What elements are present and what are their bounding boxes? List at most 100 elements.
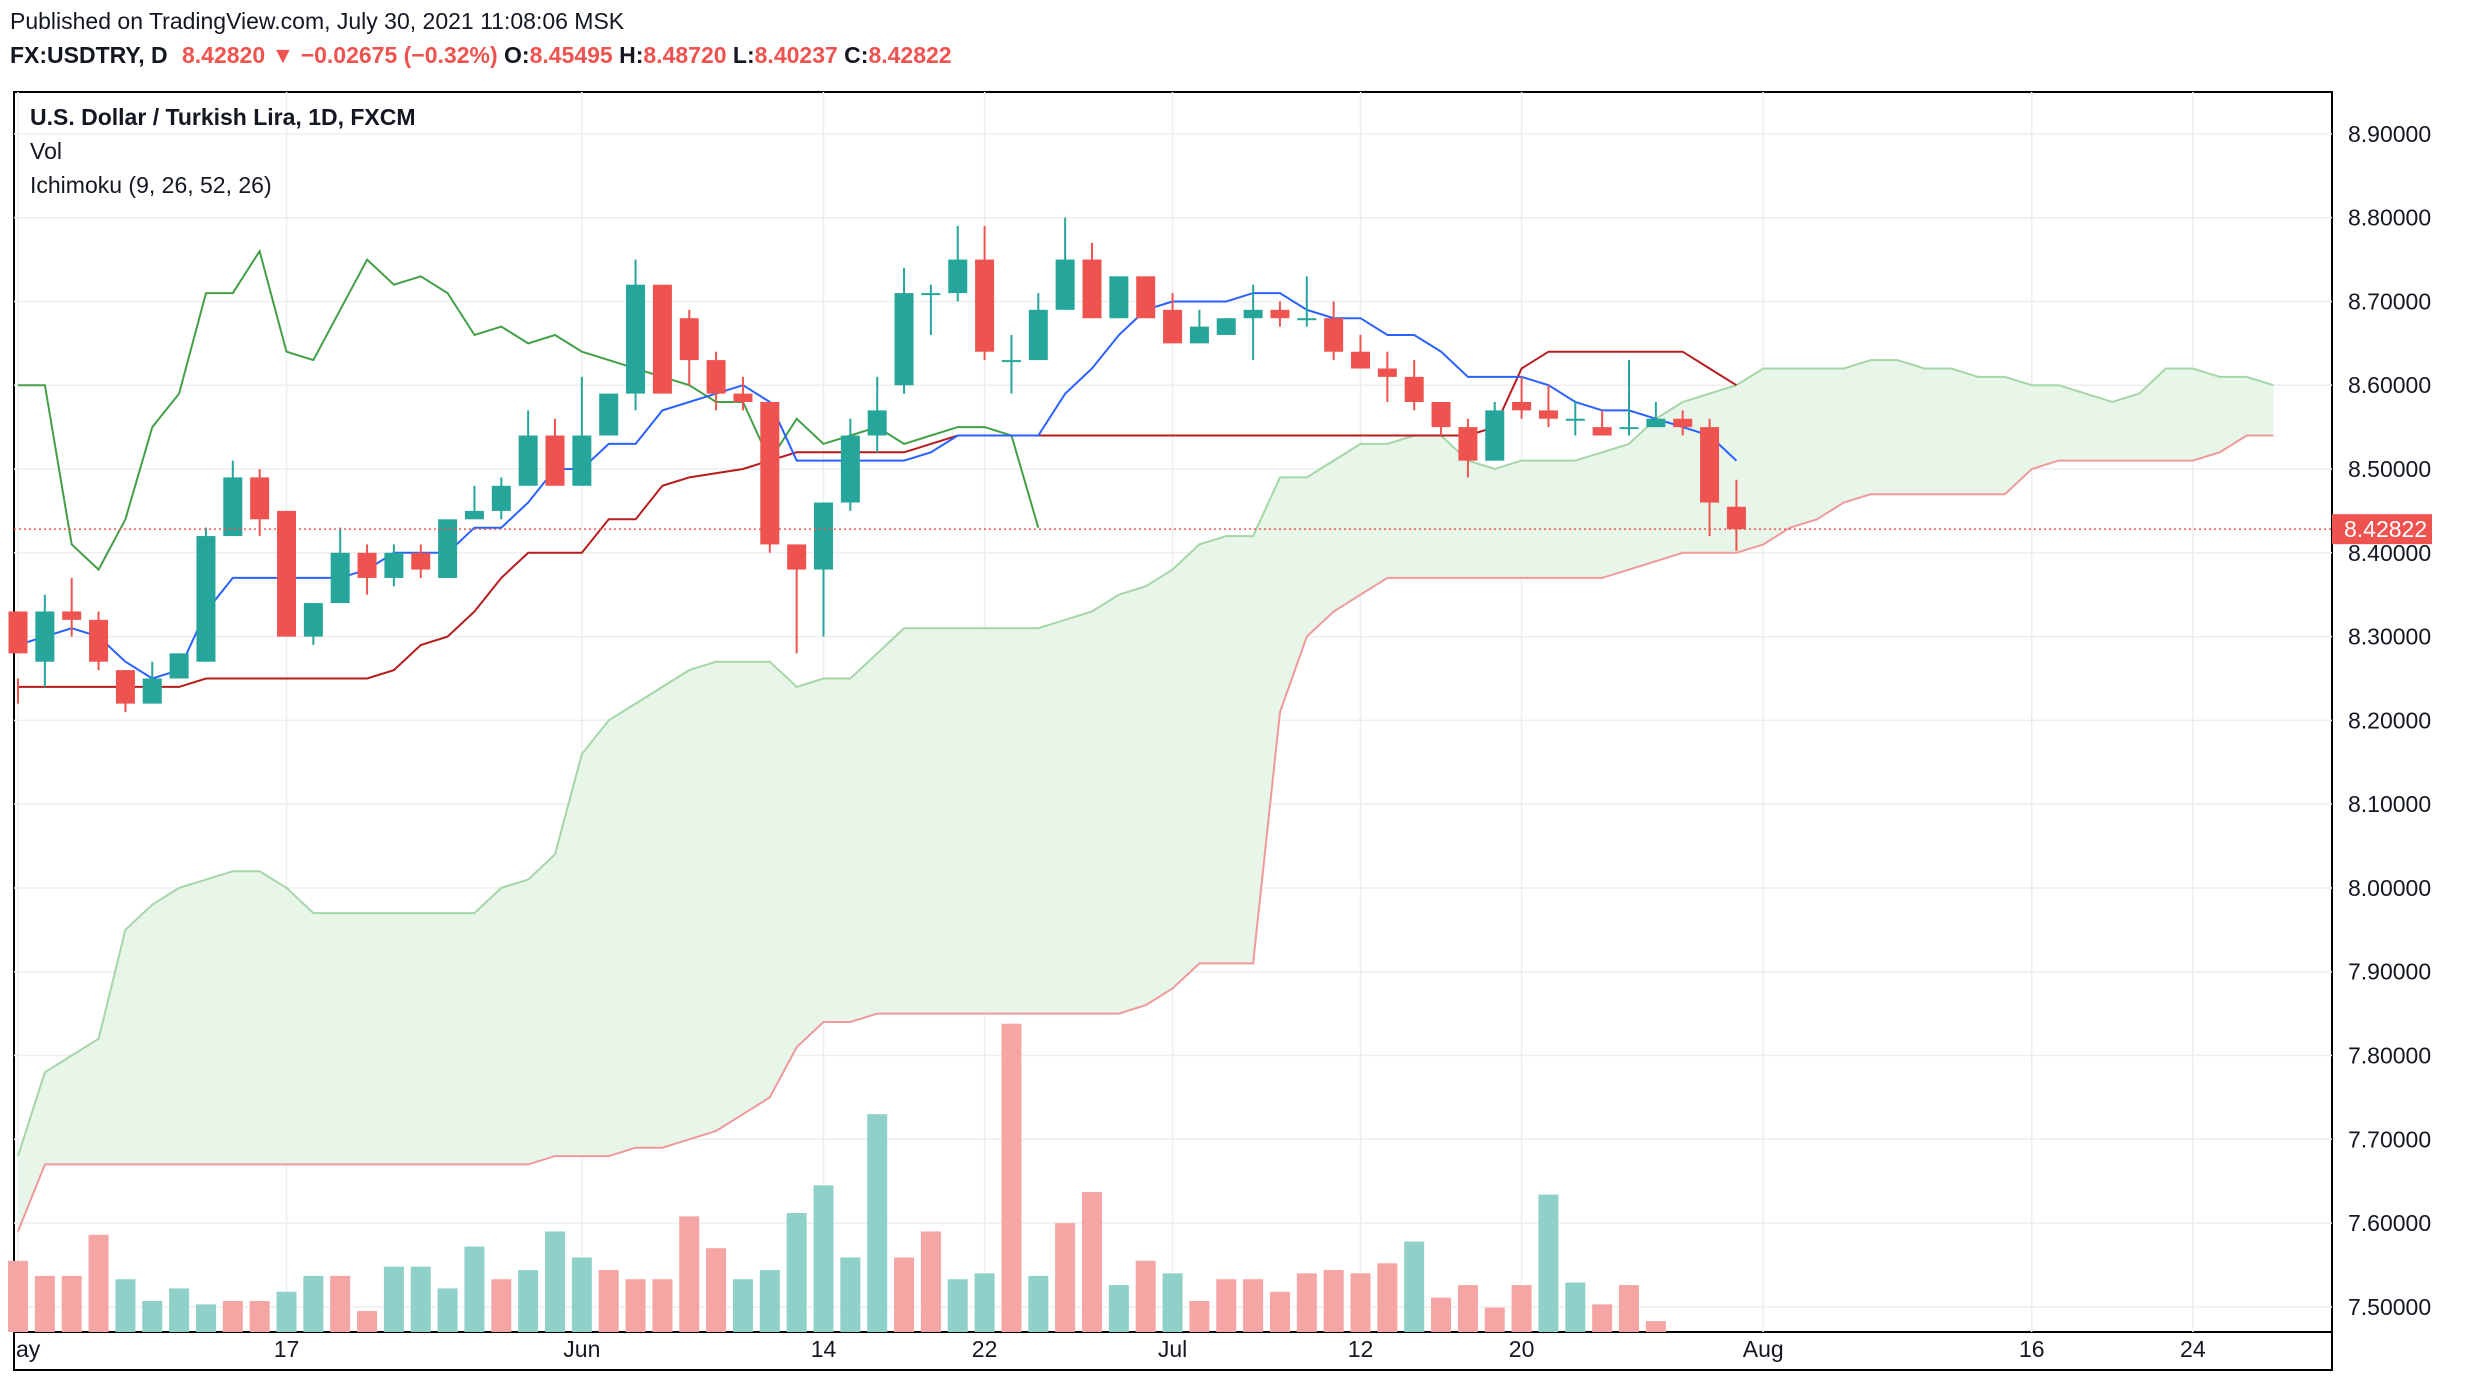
- volume-bar: [1001, 1023, 1022, 1332]
- candle: [250, 469, 270, 537]
- last-price-label: 8.42822: [2344, 516, 2427, 542]
- conversion-line: [17, 292, 1738, 680]
- change-down-icon: ▼: [271, 42, 295, 68]
- candle-body: [142, 678, 162, 704]
- price-tick-label: 7.90000: [2348, 959, 2431, 985]
- last-price-label-bg: [2332, 514, 2432, 545]
- symbol-quote-bar: FX:USDTRY, D 8.42820 ▼ −0.02675 (−0.32%)…: [10, 42, 952, 69]
- candle-body: [1538, 410, 1558, 419]
- price-tick-label: 7.60000: [2348, 1210, 2431, 1236]
- volume-bar: [974, 1273, 995, 1332]
- candle: [1082, 242, 1102, 319]
- candle: [142, 661, 162, 704]
- candle: [115, 670, 135, 712]
- candle-body: [8, 611, 28, 654]
- candle-body: [1512, 402, 1532, 411]
- price-tick-label: 8.20000: [2348, 707, 2431, 733]
- candle-body: [599, 393, 619, 436]
- price-tick-label: 8.90000: [2348, 121, 2431, 147]
- candle: [1136, 276, 1156, 319]
- candle: [1431, 402, 1451, 436]
- volume-bar: [786, 1213, 807, 1332]
- candle-body: [1485, 410, 1505, 461]
- candle-body: [760, 402, 780, 545]
- volume-bar: [706, 1248, 727, 1332]
- volume-bar: [759, 1270, 780, 1332]
- price-tick-label: 8.80000: [2348, 205, 2431, 231]
- price-tick-label: 7.70000: [2348, 1126, 2431, 1152]
- price-tick-label: 7.80000: [2348, 1043, 2431, 1069]
- volume-bar: [1216, 1279, 1237, 1332]
- candle-body: [1700, 427, 1720, 503]
- candle: [1351, 334, 1370, 369]
- candle: [652, 284, 672, 394]
- candle-body: [787, 544, 807, 570]
- volume-bar: [115, 1279, 136, 1332]
- candle-body: [1243, 309, 1263, 319]
- candle-body: [115, 670, 135, 704]
- time-tick-label: Jun: [563, 1336, 600, 1362]
- candle-body: [1163, 309, 1183, 344]
- cloud-fill: [18, 360, 2274, 1232]
- candle: [411, 544, 431, 578]
- volume-bar: [1457, 1285, 1478, 1332]
- candle: [1270, 301, 1290, 327]
- candle: [787, 544, 807, 654]
- volume-bar: [491, 1279, 512, 1332]
- candle: [1646, 402, 1666, 428]
- candle-body: [62, 611, 82, 620]
- volume-bar: [61, 1275, 82, 1332]
- time-tick-label: 22: [972, 1336, 998, 1362]
- price-tick-label: 8.50000: [2348, 456, 2431, 482]
- candle: [35, 594, 55, 687]
- candle-body: [814, 502, 833, 570]
- price-axis[interactable]: 8.42822 8.90000 8.80000 8.70000 8.60000 8.500…: [2332, 121, 2432, 1320]
- price-tick-label: 7.50000: [2348, 1294, 2431, 1320]
- price-tick-label: 8.60000: [2348, 372, 2431, 398]
- low-value: 8.40237: [754, 42, 838, 68]
- volume-bar: [357, 1311, 378, 1332]
- candle: [438, 519, 458, 578]
- volume-bar: [1592, 1304, 1613, 1332]
- candle-body: [1109, 276, 1129, 319]
- candle: [1673, 410, 1693, 436]
- time-tick-label: 17: [274, 1336, 300, 1362]
- volume-bar: [142, 1301, 163, 1332]
- time-axis[interactable]: ay 17 Jun 14 22 Jul 12 20 Aug 16 24: [16, 1336, 2206, 1362]
- candle: [89, 611, 109, 671]
- volume-bar: [598, 1270, 619, 1332]
- candle-body: [196, 536, 216, 662]
- volume-bar: [169, 1288, 190, 1332]
- candle-body: [491, 485, 511, 511]
- time-tick-label: ay: [16, 1336, 41, 1362]
- candle: [733, 376, 753, 411]
- candle-body: [1377, 368, 1397, 377]
- volume-bar: [571, 1257, 592, 1332]
- volume-bar: [518, 1270, 539, 1332]
- candle: [1243, 284, 1263, 361]
- candle: [1565, 402, 1585, 436]
- candle: [679, 309, 699, 386]
- leading-span-a: [17, 359, 2274, 1157]
- legend-vol[interactable]: Vol: [30, 138, 62, 164]
- volume-bar: [1645, 1321, 1666, 1332]
- candle-body: [438, 519, 458, 578]
- time-tick-label: Jul: [1158, 1336, 1187, 1362]
- legend-ichimoku[interactable]: Ichimoku (9, 26, 52, 26): [30, 172, 272, 198]
- candle-body: [921, 293, 941, 296]
- candle-body: [894, 293, 914, 386]
- last-price: 8.42820: [182, 42, 266, 68]
- candle-body: [1270, 309, 1290, 319]
- volume-bar: [303, 1275, 324, 1332]
- candle-body: [1458, 427, 1478, 461]
- published-info: Published on TradingView.com, July 30, 2…: [10, 8, 625, 34]
- candle: [1297, 276, 1317, 327]
- candle-body: [545, 435, 565, 486]
- candle: [169, 653, 189, 679]
- candle-body: [652, 284, 672, 394]
- price-change: −0.02675 (−0.32%): [300, 42, 498, 68]
- candle: [357, 544, 377, 595]
- time-tick-label: 20: [1509, 1336, 1535, 1362]
- candle-body: [169, 653, 189, 679]
